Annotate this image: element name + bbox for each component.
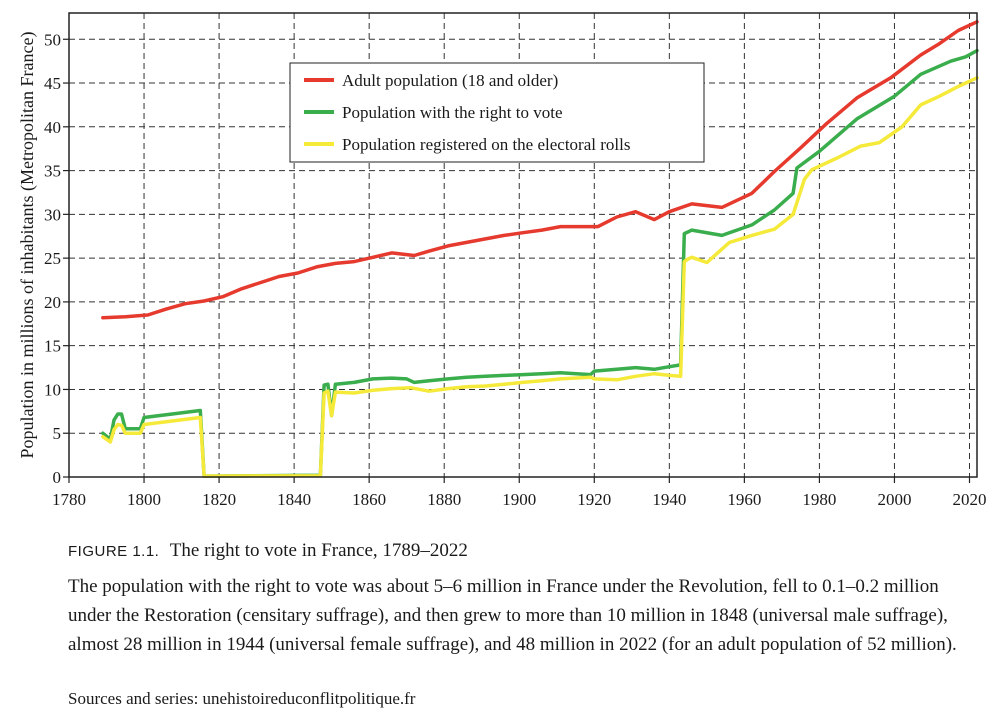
y-tick-label: 5 (53, 424, 62, 443)
legend-label: Population with the right to vote (342, 103, 563, 122)
y-tick-label: 40 (44, 118, 61, 137)
x-tick-label: 2020 (952, 490, 986, 509)
chart: 1780 1800 1820 1840 1860 1880 1900 1920 1940 1960… (17, 12, 986, 509)
y-tick-label: 25 (44, 249, 61, 268)
figure-sources: Sources and series: unehistoireduconflit… (68, 689, 416, 708)
legend-label: Adult population (18 and older) (342, 71, 558, 90)
x-tick-label: 1840 (277, 490, 311, 509)
series-line-1 (101, 20, 979, 320)
figure-title: The right to vote in France, 1789–2022 (169, 540, 468, 561)
y-axis-label: Population in millions of inhabitants (M… (17, 32, 38, 459)
figure-number: FIGURE 1.1. (68, 543, 160, 560)
x-tick-label: 1920 (577, 490, 611, 509)
plot-frame (68, 12, 978, 478)
legend-label: Population registered on the electoral r… (342, 135, 630, 154)
y-tick-label: 20 (44, 293, 61, 312)
x-tick-label: 1800 (127, 490, 161, 509)
x-tick-label: 1980 (802, 490, 836, 509)
x-tick-label: 1860 (352, 490, 386, 509)
legend-box (289, 62, 705, 163)
y-tick-label: 45 (44, 74, 61, 93)
x-tick-label: 1900 (502, 490, 536, 509)
axis-ticks: 1780 1800 1820 1840 1860 1880 1900 1920 1940 1960… (44, 30, 986, 509)
series-lines (101, 20, 979, 478)
y-tick-label: 10 (44, 380, 61, 399)
x-tick-label: 1880 (427, 490, 461, 509)
series-line-3 (101, 76, 979, 478)
legend: Adult population (18 and older) Populatio… (289, 62, 705, 163)
x-tick-label: 1780 (52, 490, 86, 509)
y-tick-label: 30 (44, 205, 61, 224)
figure-description: The population with the right to vote wa… (68, 576, 957, 655)
x-tick-label: 2000 (877, 490, 911, 509)
figure-caption: FIGURE 1.1. The right to vote in France,… (68, 540, 968, 562)
x-tick-label: 1940 (652, 490, 686, 509)
y-tick-label: 35 (44, 162, 61, 181)
x-tick-label: 1960 (727, 490, 761, 509)
y-tick-label: 50 (44, 30, 61, 49)
x-tick-label: 1820 (202, 490, 236, 509)
y-tick-label: 0 (53, 468, 62, 487)
y-tick-label: 15 (44, 337, 61, 356)
